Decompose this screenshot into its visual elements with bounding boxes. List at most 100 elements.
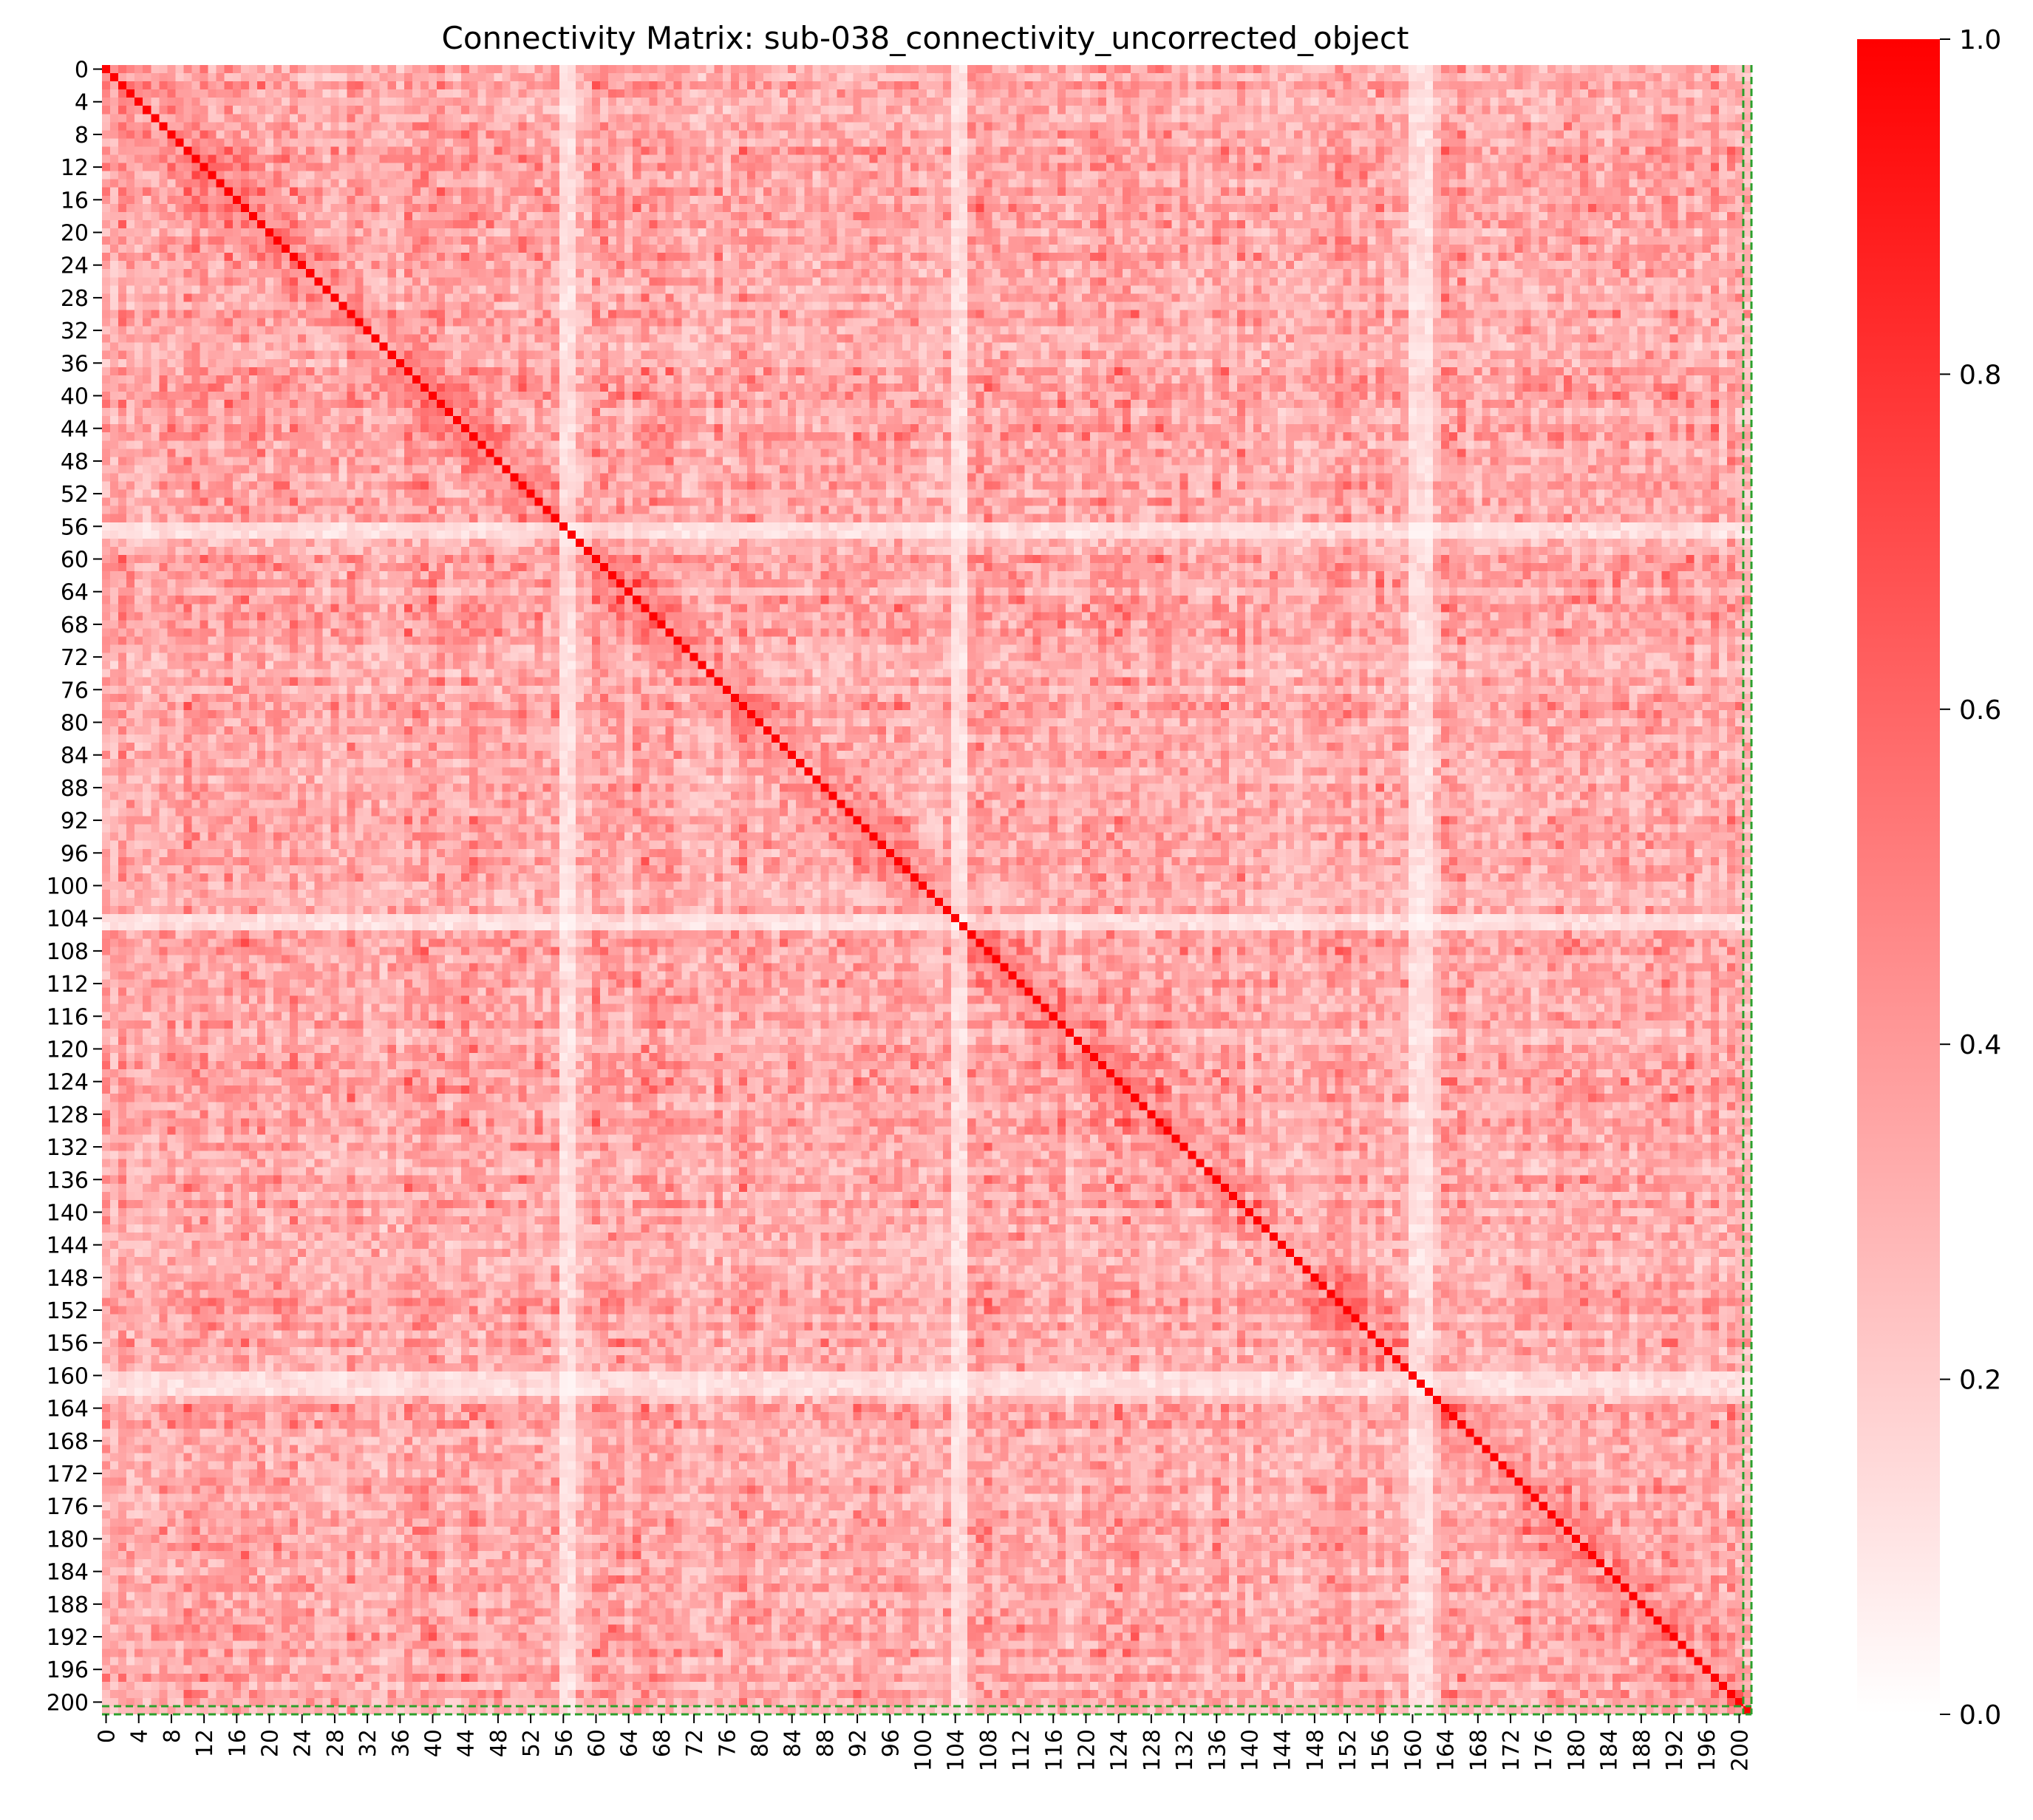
x-tick-label-72: 72 [682,1729,708,1757]
y-tick-label-100: 100 [47,873,89,899]
y-tick-label-96: 96 [61,841,89,867]
x-tick-label-176: 176 [1531,1729,1557,1771]
x-tick-label-96: 96 [878,1729,904,1757]
y-tick-label-84: 84 [61,743,89,769]
x-tick-label-152: 152 [1335,1729,1361,1771]
x-tick-label-104: 104 [944,1729,970,1771]
colorbar-ticks: 0.0 0.2 0.4 0.6 0.8 1.0 [1940,25,2001,1731]
x-tick-label-48: 48 [486,1729,512,1757]
x-tick-label-164: 164 [1434,1729,1460,1771]
y-tick-label-112: 112 [47,972,89,998]
x-tick-label-4: 4 [127,1729,153,1743]
x-tick-label-140: 140 [1237,1729,1263,1771]
x-tick-label-40: 40 [421,1729,447,1757]
y-tick-label-144: 144 [47,1233,89,1259]
x-tick-label-52: 52 [519,1729,545,1757]
chart-title: Connectivity Matrix: sub-038_connectivit… [442,20,1409,56]
x-tick-label-144: 144 [1270,1729,1296,1771]
x-tick-label-20: 20 [258,1729,284,1757]
colorbar-tick-label-0.2: 0.2 [1959,1366,2001,1396]
colorbar-tick-label-0.8: 0.8 [1959,360,2001,390]
x-tick-label-156: 156 [1368,1729,1394,1771]
x-tick-label-116: 116 [1041,1729,1067,1771]
x-tick-label-180: 180 [1564,1729,1590,1771]
x-tick-label-80: 80 [747,1729,773,1757]
x-tick-label-60: 60 [584,1729,610,1757]
x-tick-label-120: 120 [1074,1729,1100,1771]
heatmap-cells [102,65,1751,1714]
y-tick-label-104: 104 [47,907,89,933]
x-tick-label-160: 160 [1400,1729,1426,1771]
x-tick-label-88: 88 [813,1729,839,1757]
colorbar-gradient [1857,39,1940,1714]
y-tick-label-140: 140 [47,1200,89,1226]
y-tick-label-156: 156 [47,1331,89,1357]
x-tick-label-128: 128 [1140,1729,1165,1771]
y-tick-label-48: 48 [61,449,89,475]
x-tick-label-200: 200 [1727,1729,1753,1771]
x-tick-label-92: 92 [845,1729,871,1757]
y-tick-label-148: 148 [47,1266,89,1292]
x-tick-label-168: 168 [1466,1729,1492,1771]
y-tick-label-124: 124 [47,1070,89,1096]
x-tick-label-32: 32 [355,1729,381,1757]
y-tick-label-36: 36 [61,351,89,377]
y-tick-label-176: 176 [47,1494,89,1520]
y-tick-label-72: 72 [61,645,89,671]
x-tick-label-64: 64 [617,1729,643,1757]
y-tick-label-160: 160 [47,1363,89,1389]
x-tick-label-36: 36 [388,1729,414,1757]
x-tick-label-124: 124 [1107,1729,1133,1771]
y-tick-label-180: 180 [47,1527,89,1553]
y-tick-label-40: 40 [61,384,89,410]
y-tick-label-16: 16 [61,188,89,214]
x-tick-label-136: 136 [1205,1729,1230,1771]
x-tick-label-28: 28 [323,1729,349,1757]
y-tick-label-80: 80 [61,710,89,736]
x-tick-label-8: 8 [160,1729,185,1743]
y-tick-label-64: 64 [61,580,89,606]
y-tick-label-28: 28 [61,286,89,312]
y-tick-label-8: 8 [75,123,89,149]
colorbar-tick-label-0.0: 0.0 [1959,1700,2001,1731]
x-tick-label-0: 0 [95,1729,120,1743]
y-tick-label-172: 172 [47,1462,89,1487]
x-tick-label-172: 172 [1499,1729,1525,1771]
x-tick-label-56: 56 [551,1729,577,1757]
x-tick-label-192: 192 [1662,1729,1688,1771]
x-tick-label-132: 132 [1172,1729,1198,1771]
y-tick-label-0: 0 [75,58,89,83]
y-tick-label-108: 108 [47,939,89,965]
y-tick-label-188: 188 [47,1592,89,1618]
y-tick-label-32: 32 [61,318,89,344]
x-tick-label-84: 84 [780,1729,806,1757]
colorbar: 0.0 0.2 0.4 0.6 0.8 1.0 [1857,25,2001,1731]
y-tick-label-12: 12 [61,155,89,181]
y-tick-label-44: 44 [61,417,89,443]
x-tick-label-12: 12 [192,1729,218,1757]
y-tick-label-168: 168 [47,1429,89,1455]
x-tick-label-100: 100 [910,1729,936,1771]
y-tick-label-60: 60 [61,547,89,573]
heatmap-matrix [102,65,1751,1714]
x-tick-label-16: 16 [225,1729,251,1757]
y-tick-label-196: 196 [47,1657,89,1683]
highlight-lines [102,65,1753,1716]
y-tick-label-184: 184 [47,1560,89,1586]
x-tick-label-68: 68 [650,1729,675,1757]
x-tick-label-108: 108 [976,1729,1002,1771]
x-tick-label-112: 112 [1009,1729,1035,1771]
y-tick-label-200: 200 [47,1690,89,1716]
y-tick-label-128: 128 [47,1102,89,1128]
x-tick-label-196: 196 [1695,1729,1720,1771]
y-tick-label-116: 116 [47,1004,89,1030]
y-tick-label-92: 92 [61,808,89,834]
y-tick-label-52: 52 [61,482,89,508]
x-axis-ticks: 0 4 8 12 16 20 24 28 32 36 40 44 48 52 56 60 64 68 72 76 80 8… [95,1714,1753,1771]
y-tick-label-68: 68 [61,613,89,638]
colorbar-tick-label-0.6: 0.6 [1959,695,2001,726]
y-tick-label-76: 76 [61,678,89,703]
y-axis-ticks: 0481216202428323640444852566064687276808… [47,58,102,1716]
y-tick-label-88: 88 [61,776,89,802]
